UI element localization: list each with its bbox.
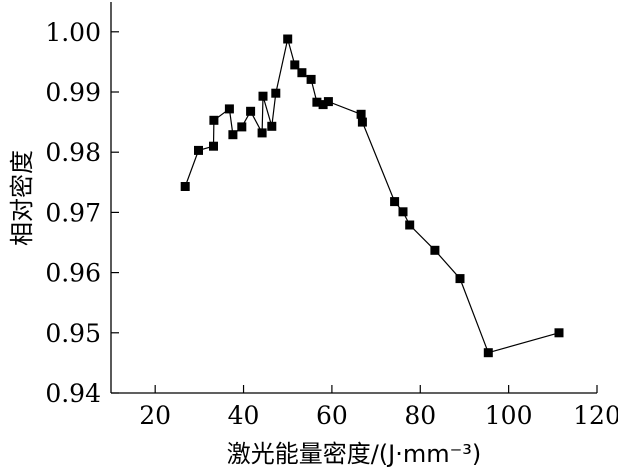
data-point-marker xyxy=(554,328,564,338)
x-tick-label: 100 xyxy=(485,401,533,430)
data-point-marker xyxy=(318,100,328,110)
data-point-marker xyxy=(290,60,300,70)
data-point-marker xyxy=(398,207,408,217)
data-point-marker xyxy=(455,274,465,284)
plot-area: 20 40 60 80 100 120 0.94 0.95 0.96 0.97 0.98 0.99 1… xyxy=(45,2,618,430)
data-point-marker xyxy=(237,122,247,132)
x-tick-label: 60 xyxy=(316,401,348,430)
series-markers xyxy=(180,34,564,358)
y-ticks: 0.94 0.95 0.96 0.97 0.98 0.99 1.00 xyxy=(45,18,119,408)
data-point-marker xyxy=(271,88,281,98)
data-point-marker xyxy=(209,115,219,125)
data-point-marker xyxy=(312,97,322,107)
y-tick-label: 0.98 xyxy=(45,138,101,167)
series-line xyxy=(184,38,560,354)
y-tick-label: 0.94 xyxy=(45,379,101,408)
data-point-marker xyxy=(430,245,440,255)
x-tick-label: 120 xyxy=(573,401,618,430)
data-point-marker xyxy=(257,128,267,138)
data-point-marker xyxy=(405,220,415,230)
data-point-marker xyxy=(224,104,234,114)
y-tick-label: 0.95 xyxy=(45,319,101,348)
y-tick-label: 1.00 xyxy=(45,18,101,47)
x-tick-label: 40 xyxy=(228,401,260,430)
data-point-marker xyxy=(356,109,366,119)
x-tick-label: 80 xyxy=(404,401,436,430)
data-point-marker xyxy=(194,145,203,155)
data-point-marker xyxy=(323,97,333,107)
data-point-marker xyxy=(283,34,293,44)
data-point-marker xyxy=(209,141,218,151)
data-point-marker xyxy=(306,74,316,84)
x-ticks: 20 40 60 80 100 120 xyxy=(139,385,618,430)
y-tick-label: 0.99 xyxy=(45,78,101,107)
y-tick-label: 0.97 xyxy=(45,198,101,227)
y-axis-title: 相对密度 xyxy=(8,150,36,246)
data-point-marker xyxy=(390,197,400,207)
data-point-marker xyxy=(180,182,190,191)
data-point-marker xyxy=(228,130,238,140)
data-point-marker xyxy=(246,106,256,116)
data-point-marker xyxy=(258,91,268,101)
y-tick-label: 0.96 xyxy=(45,259,101,288)
x-axis-title: 激光能量密度/(J·mm⁻³) xyxy=(227,440,482,468)
data-point-marker xyxy=(483,348,493,358)
data-point-marker xyxy=(357,117,367,127)
data-point-marker xyxy=(297,68,307,78)
x-tick-label: 20 xyxy=(139,401,171,430)
data-point-marker xyxy=(267,121,277,131)
